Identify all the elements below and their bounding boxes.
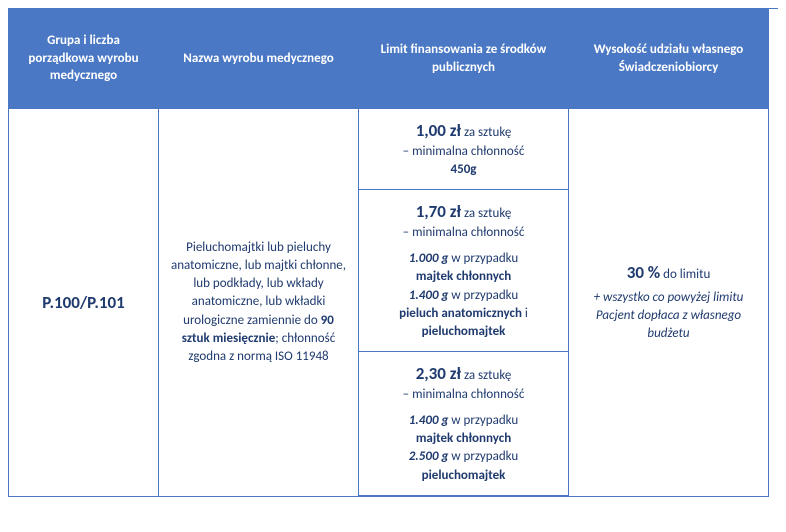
limit-tier-2: 1,70 zł za sztukę – minimalna chłonność … (359, 190, 568, 352)
limit-t2-3: w przypadku (448, 449, 518, 464)
header-col2: Nazwa wyrobu medycznego (159, 9, 359, 109)
limit-per-1: za sztukę (461, 125, 511, 140)
product-code: P.100/P.101 (42, 291, 124, 315)
limit-tier-1: 1,00 zł za sztukę – minimalna chłonność … (359, 109, 568, 190)
header-col1: Grupa i liczba porządkowa wyrobu medyczn… (9, 9, 159, 109)
limit-tier-3: 2,30 zł za sztukę – minimalna chłonność … (359, 352, 568, 496)
limit-price-3: 2,30 zł (416, 363, 461, 384)
limit-sub1-1: – minimalna chłonność (403, 143, 525, 161)
share-cell: 30 % do limitu + wszystko co powyżej lim… (569, 109, 769, 497)
limit-price-line-2: 1,70 zł za sztukę (416, 200, 512, 224)
limit-t1-2: w przypadku (448, 251, 518, 266)
limit-b2-2: pieluch anatomicznych i pieluchomajtek (371, 305, 556, 341)
limit-price-2: 1,70 zł (416, 201, 461, 222)
header-col4: Wysokość udziału własnego Świadczeniobio… (569, 9, 769, 109)
share-percent-line: 30 % do limitu (627, 261, 711, 285)
limit-detail-2b: 1.400 g w przypadku (409, 287, 519, 305)
product-name: Pieluchomajtki lub pieluchy anatomiczne,… (171, 239, 346, 366)
limit-t2-2: w przypadku (448, 288, 518, 303)
limit-g1-3: 1.400 g (409, 413, 449, 428)
product-code-cell: P.100/P.101 (9, 109, 159, 497)
limit-g1-2: 1.000 g (409, 251, 449, 266)
limit-per-3: za sztukę (461, 368, 511, 383)
limit-price-line: 1,00 zł za sztukę (416, 119, 512, 143)
limit-per-2: za sztukę (461, 206, 511, 221)
share-note: + wszystko co powyżej limitu Pacjent dop… (581, 289, 756, 344)
limit-g2-2: 1.400 g (409, 288, 449, 303)
product-name-cell: Pieluchomajtki lub pieluchy anatomiczne,… (159, 109, 359, 497)
limit-detail-2a: 1.000 g w przypadku (409, 250, 519, 268)
limit-t1-3: w przypadku (448, 413, 518, 428)
share-percent: 30 % (627, 262, 660, 283)
limit-column: 1,00 zł za sztukę – minimalna chłonność … (359, 109, 569, 497)
share-percent-post: do limitu (660, 267, 710, 282)
limit-absorb-1: 450g (451, 161, 477, 179)
limit-detail-3b: 2.500 g w przypadku (409, 448, 519, 466)
limit-b2b-2: pieluchomajtek (422, 324, 506, 339)
limit-g2-3: 2.500 g (409, 449, 449, 464)
limit-b2and-2: i (522, 306, 528, 321)
limit-b1-2: majtek chłonnych (416, 268, 511, 286)
limit-detail-3a: 1.400 g w przypadku (409, 412, 519, 430)
header-col3: Limit finansowania ze środków publicznyc… (359, 9, 569, 109)
reimbursement-table: Grupa i liczba porządkowa wyrobu medyczn… (8, 8, 778, 497)
limit-b2a-2: pieluch anatomicznych (399, 306, 522, 321)
limit-b1-3: majtek chłonnych (416, 430, 511, 448)
limit-sub1-2: – minimalna chłonność (403, 224, 525, 242)
limit-price-1: 1,00 zł (416, 120, 461, 141)
limit-sub1-3: – minimalna chłonność (403, 386, 525, 404)
limit-b2-3: pieluchomajtek (422, 467, 506, 485)
limit-price-line-3: 2,30 zł za sztukę (416, 362, 512, 386)
